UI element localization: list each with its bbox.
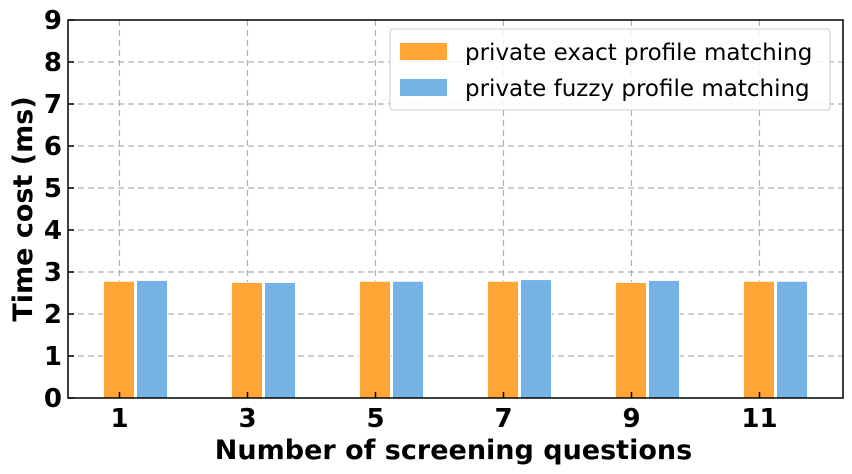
y-tick-label: 3 — [44, 258, 62, 288]
bar-exact-7 — [487, 280, 519, 399]
x-tick-label: 3 — [238, 404, 256, 434]
y-tick-label: 1 — [44, 342, 62, 372]
bar-exact-3 — [231, 282, 263, 399]
legend-box — [389, 28, 831, 111]
bars — [103, 279, 808, 399]
y-tick-label: 6 — [44, 132, 62, 162]
bar-exact-11 — [743, 280, 775, 399]
x-tick-label: 11 — [741, 404, 777, 434]
bar-exact-9 — [615, 282, 647, 399]
plot-frame — [67, 19, 844, 399]
bar-fuzzy-7 — [520, 279, 552, 399]
legend-label-fuzzy: private fuzzy profile matching — [465, 76, 810, 102]
bar-fuzzy-3 — [264, 282, 296, 399]
x-tick-label: 1 — [110, 404, 128, 434]
bar-fuzzy-9 — [648, 279, 680, 399]
x-tick-label: 9 — [622, 404, 640, 434]
x-axis-title: Number of screening questions — [215, 435, 692, 466]
legend: private exact profile matching private f… — [389, 28, 831, 111]
bar-exact-5 — [359, 280, 391, 399]
x-tick-label: 5 — [366, 404, 384, 434]
y-tick-label: 0 — [44, 384, 62, 414]
bar-fuzzy-5 — [392, 280, 424, 399]
legend-swatch-fuzzy — [400, 79, 447, 96]
legend-label-exact: private exact profile matching — [465, 40, 812, 66]
y-tick-label: 8 — [44, 48, 62, 78]
x-tick-label: 7 — [494, 404, 512, 434]
bar-exact-1 — [103, 280, 135, 399]
y-tick-label: 9 — [44, 6, 62, 36]
y-tick-label: 4 — [44, 216, 62, 246]
axis-ticks: 0 1 2 3 4 5 6 7 8 9 1 3 5 7 9 11 — [44, 6, 778, 434]
y-axis-title: Time cost (ms) — [8, 96, 39, 321]
y-tick-label: 7 — [44, 90, 62, 120]
bar-fuzzy-11 — [776, 280, 808, 399]
bar-fuzzy-1 — [136, 279, 168, 399]
legend-swatch-exact — [400, 43, 447, 60]
y-tick-label: 5 — [44, 174, 62, 204]
y-tick-label: 2 — [44, 300, 62, 330]
